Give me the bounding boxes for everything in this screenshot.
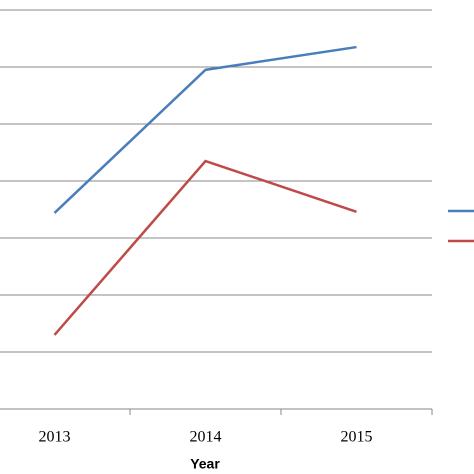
- x-tick-label: 2015: [341, 429, 373, 446]
- series-line: [53, 159, 357, 336]
- x-tick-label: 2013: [39, 429, 71, 446]
- x-tick-label: 2014: [190, 429, 222, 446]
- x-axis-title: Year: [190, 456, 220, 472]
- series-line: [53, 45, 357, 214]
